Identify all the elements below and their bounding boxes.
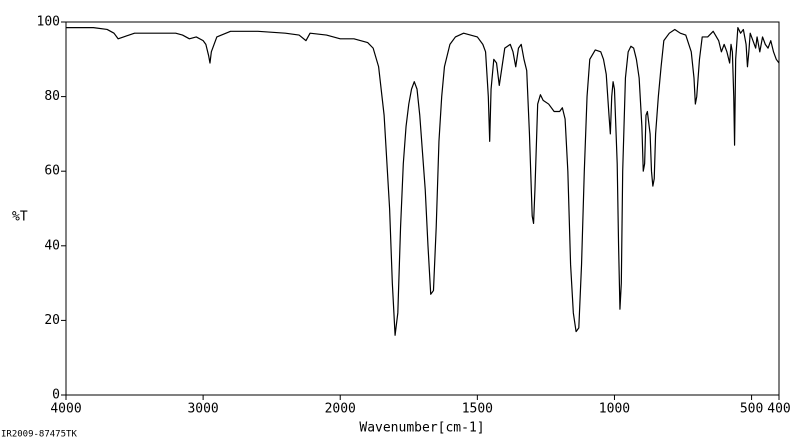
x-tick-label: 2000 <box>325 402 356 417</box>
x-axis-label: Wavenumber[cm-1] <box>359 421 484 436</box>
spectrum-line <box>66 27 780 336</box>
y-tick-label: 80 <box>44 89 60 104</box>
y-tick-label: 20 <box>44 313 60 328</box>
plot-frame <box>65 21 780 396</box>
y-tick-label: 100 <box>37 15 60 30</box>
y-axis-label: %T <box>12 210 28 225</box>
y-tick-label: 0 <box>52 388 60 403</box>
x-tick-label: 1000 <box>599 402 630 417</box>
x-tick-label: 4000 <box>50 402 81 417</box>
x-tick-label: 1500 <box>462 402 493 417</box>
y-tick-label: 40 <box>44 238 60 253</box>
x-tick-label: 400 <box>767 402 790 417</box>
footer: IR2009-87475TK <box>1 430 77 440</box>
x-tick-label: 3000 <box>187 402 218 417</box>
y-tick-label: 60 <box>44 164 60 179</box>
x-tick-label: 500 <box>740 402 763 417</box>
